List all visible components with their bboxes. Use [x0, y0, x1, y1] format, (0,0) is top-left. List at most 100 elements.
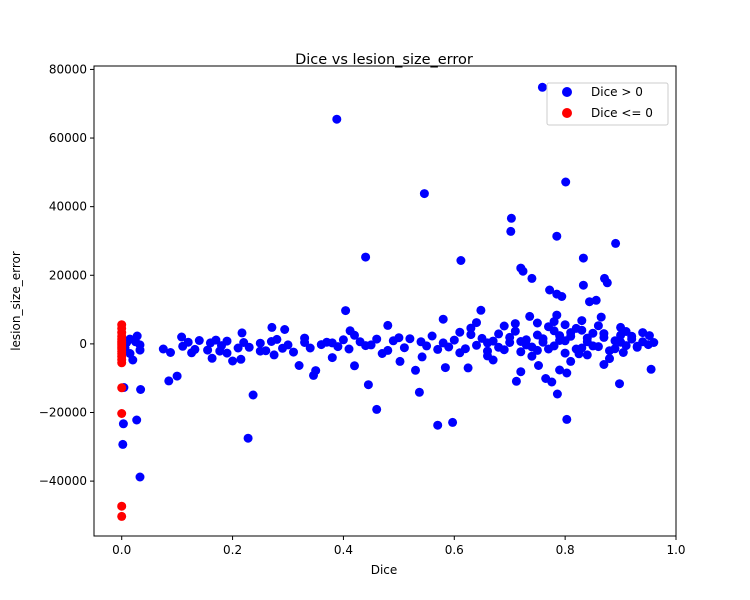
data-point	[294, 361, 304, 370]
data-point	[172, 371, 182, 381]
data-point	[344, 344, 354, 354]
data-point	[532, 345, 542, 355]
data-point	[511, 376, 521, 386]
data-point	[341, 306, 351, 316]
x-tick-label: 0.4	[334, 543, 353, 557]
data-point	[552, 389, 562, 399]
data-point	[236, 354, 246, 364]
y-tick-label: 40000	[49, 200, 87, 214]
data-point	[566, 356, 576, 366]
data-point	[505, 332, 515, 342]
data-point	[585, 297, 594, 307]
y-tick-label: −20000	[39, 405, 87, 419]
legend: Dice > 0 Dice <= 0	[546, 82, 669, 126]
data-point	[311, 366, 321, 376]
data-point	[136, 385, 146, 394]
y-tick-label: 80000	[49, 62, 87, 76]
data-point	[618, 348, 628, 357]
data-point	[537, 82, 547, 92]
data-point	[518, 266, 528, 276]
data-point	[361, 341, 371, 351]
data-point	[499, 321, 509, 331]
data-point	[417, 352, 427, 362]
data-point	[289, 347, 298, 357]
data-point	[632, 341, 642, 351]
data-point	[248, 390, 258, 400]
data-point	[395, 356, 405, 366]
data-point	[525, 311, 535, 321]
data-point	[627, 331, 637, 341]
data-point	[605, 354, 614, 364]
data-point	[561, 177, 571, 187]
data-point	[228, 356, 238, 366]
data-point	[132, 415, 142, 425]
data-point	[383, 320, 393, 330]
data-point	[506, 226, 516, 236]
data-point	[332, 114, 342, 124]
data-point	[599, 329, 609, 339]
data-point	[117, 511, 127, 521]
data-point	[222, 336, 232, 346]
data-point	[190, 344, 200, 354]
data-point	[327, 338, 337, 348]
data-point	[350, 330, 359, 340]
data-point	[582, 333, 592, 343]
y-axis: −40000 −20000 0 20000 40000 60000 80000	[39, 62, 94, 488]
y-tick-label: −40000	[39, 474, 87, 488]
data-point	[267, 322, 277, 332]
data-point	[510, 326, 520, 336]
data-point	[472, 340, 481, 350]
data-point	[466, 323, 476, 333]
series-dice-positive	[118, 82, 659, 482]
data-point	[128, 355, 138, 365]
y-tick-label: 60000	[49, 131, 87, 145]
data-point	[644, 331, 654, 341]
x-tick-label: 1.0	[666, 543, 685, 557]
data-point	[611, 238, 621, 248]
data-point	[117, 501, 127, 511]
data-point	[455, 348, 465, 358]
data-point	[449, 335, 459, 345]
data-point	[560, 320, 570, 330]
series-dice-nonpositive	[117, 320, 127, 521]
data-point	[557, 292, 567, 301]
data-point	[456, 256, 466, 265]
data-point	[117, 409, 127, 418]
legend-marker-dice-positive	[562, 87, 572, 97]
data-point	[118, 439, 128, 449]
data-point	[494, 342, 504, 352]
data-point	[164, 376, 174, 386]
data-point	[237, 328, 247, 338]
data-point	[555, 365, 565, 375]
data-point	[280, 325, 290, 334]
data-point	[411, 365, 420, 375]
data-point	[578, 280, 588, 290]
data-point	[135, 472, 145, 482]
data-point	[416, 337, 426, 347]
x-tick-label: 0.0	[112, 543, 131, 557]
x-tick-label: 0.6	[445, 543, 464, 557]
data-point	[527, 351, 537, 361]
data-point	[222, 348, 232, 358]
chart-title: Dice vs lesion_size_error	[295, 52, 473, 68]
data-point	[532, 318, 542, 328]
data-point	[135, 340, 145, 350]
data-point	[521, 340, 531, 350]
data-point	[350, 361, 359, 371]
y-axis-title: lesion_size_error	[9, 251, 23, 351]
data-point	[463, 363, 473, 373]
x-tick-label: 0.2	[223, 543, 242, 557]
data-point	[578, 253, 588, 263]
data-point	[591, 295, 601, 305]
data-point	[552, 231, 562, 241]
data-point	[582, 350, 592, 360]
data-point	[560, 336, 570, 346]
data-point	[255, 338, 265, 348]
data-point	[278, 343, 287, 353]
data-point	[596, 312, 606, 322]
y-tick-label: 20000	[49, 268, 87, 282]
data-point	[527, 273, 537, 283]
data-point	[194, 336, 204, 345]
data-point	[547, 377, 557, 387]
